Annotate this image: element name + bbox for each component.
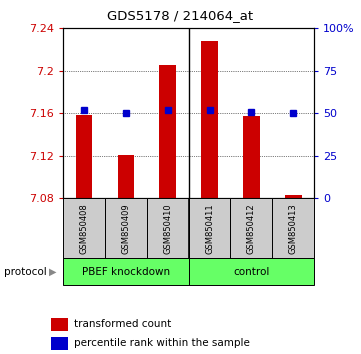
Bar	[159, 65, 176, 198]
Bar	[272, 198, 314, 258]
Bar	[230, 198, 272, 258]
Bar	[188, 198, 230, 258]
Bar	[63, 258, 188, 285]
Bar	[63, 198, 105, 258]
Bar	[188, 258, 314, 285]
Text: GDS5178 / 214064_at: GDS5178 / 214064_at	[108, 9, 253, 22]
Bar	[285, 195, 301, 198]
Bar	[243, 116, 260, 198]
Text: GSM850408: GSM850408	[79, 203, 88, 254]
Text: percentile rank within the sample: percentile rank within the sample	[74, 338, 250, 348]
Text: protocol: protocol	[4, 267, 46, 277]
Bar	[105, 198, 147, 258]
Text: GSM850411: GSM850411	[205, 203, 214, 254]
Bar	[118, 155, 134, 198]
Bar	[147, 198, 188, 258]
Bar	[51, 318, 68, 331]
Text: PBEF knockdown: PBEF knockdown	[82, 267, 170, 277]
Text: GSM850412: GSM850412	[247, 203, 256, 254]
Text: GSM850409: GSM850409	[121, 203, 130, 254]
Bar	[51, 337, 68, 350]
Text: GSM850410: GSM850410	[163, 203, 172, 254]
Text: GSM850413: GSM850413	[289, 203, 298, 254]
Text: ▶: ▶	[49, 267, 56, 277]
Bar	[201, 41, 218, 198]
Text: transformed count: transformed count	[74, 319, 171, 329]
Text: control: control	[233, 267, 270, 277]
Bar	[76, 115, 92, 198]
